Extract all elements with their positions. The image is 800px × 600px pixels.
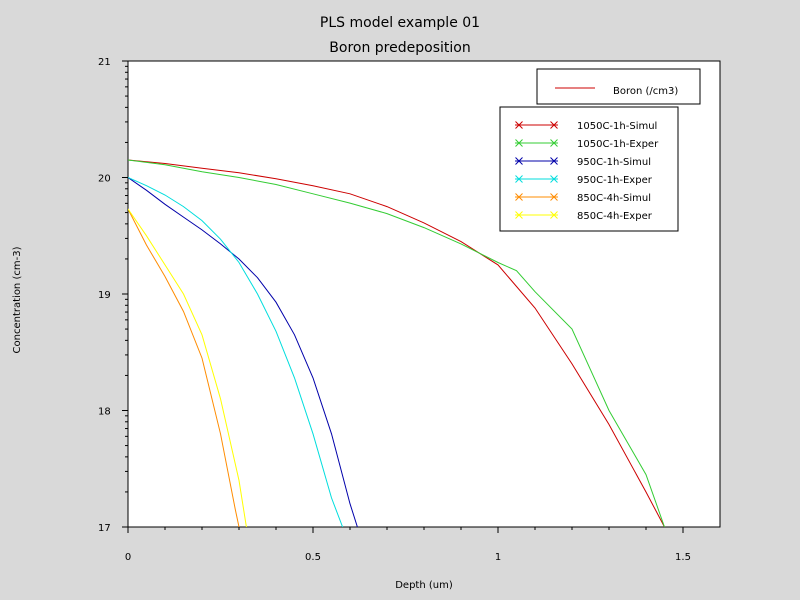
legend-series: 1050C-1h-Simul 1050C-1h-Exper 950C-1h-Simu…: [499, 106, 679, 232]
legend-entry-label: 950C-1h-Exper: [577, 175, 653, 186]
legend-entry-marker: [550, 175, 558, 183]
legend-entry-4: 950C-1h-Exper: [515, 175, 653, 186]
legend-entry-3: 950C-1h-Simul: [515, 157, 651, 168]
legend-entry-marker: [515, 175, 523, 183]
legend-entry-6: 850C-4h-Exper: [515, 211, 653, 222]
y-tick-label: 20: [98, 174, 111, 185]
x-axis-label: Depth (um): [395, 580, 453, 591]
chart-title: PLS model example 01: [320, 15, 480, 31]
x-tick-label: 1: [495, 552, 501, 563]
y-axis-label: Concentration (cm-3): [12, 246, 23, 353]
legend-entry-5: 850C-4h-Simul: [515, 193, 651, 204]
axis-ticks: 17 18 19 20 21 0 0.5 1 1.5: [98, 57, 691, 563]
y-tick-label: 19: [98, 290, 111, 301]
x-tick-label: 1.5: [675, 552, 691, 563]
legend-entry-marker: [515, 157, 523, 165]
legend-series-box: [499, 106, 679, 232]
series-lines: [128, 159, 665, 527]
legend-main: Boron (/cm3): [536, 68, 701, 105]
legend-entry-marker: [515, 193, 523, 201]
series-line-4: [128, 177, 344, 527]
legend-entry-marker: [550, 121, 558, 129]
series-line-5: [128, 208, 240, 527]
y-tick-label: 21: [98, 57, 111, 68]
series-line-6: [128, 208, 247, 527]
legend-entry-2: 1050C-1h-Exper: [515, 139, 659, 150]
series-line-1: [128, 159, 665, 527]
legend-entry-marker: [550, 139, 558, 147]
chart-subtitle: Boron predeposition: [329, 40, 470, 56]
legend-entry-marker: [550, 211, 558, 219]
x-tick-label: 0.5: [305, 552, 321, 563]
legend-entry-marker: [515, 211, 523, 219]
legend-entry-label: 1050C-1h-Simul: [577, 121, 657, 132]
legend-entry-marker: [515, 121, 523, 129]
legend-entry-label: 850C-4h-Simul: [577, 193, 651, 204]
legend-entry-marker: [550, 193, 558, 201]
legend-entry-label: 1050C-1h-Exper: [577, 139, 659, 150]
legend-entry-label: 950C-1h-Simul: [577, 157, 651, 168]
legend-entry-label: 850C-4h-Exper: [577, 211, 653, 222]
legend-entry-marker: [515, 139, 523, 147]
y-tick-label: 17: [98, 523, 111, 534]
series-line-2: [128, 159, 665, 527]
legend-entry-1: 1050C-1h-Simul: [515, 121, 657, 132]
x-tick-label: 0: [125, 552, 131, 563]
y-tick-label: 18: [98, 407, 111, 418]
legend-entry-marker: [550, 157, 558, 165]
legend-main-label: Boron (/cm3): [613, 86, 678, 97]
legend-main-box: [536, 68, 701, 105]
series-line-3: [128, 177, 358, 527]
